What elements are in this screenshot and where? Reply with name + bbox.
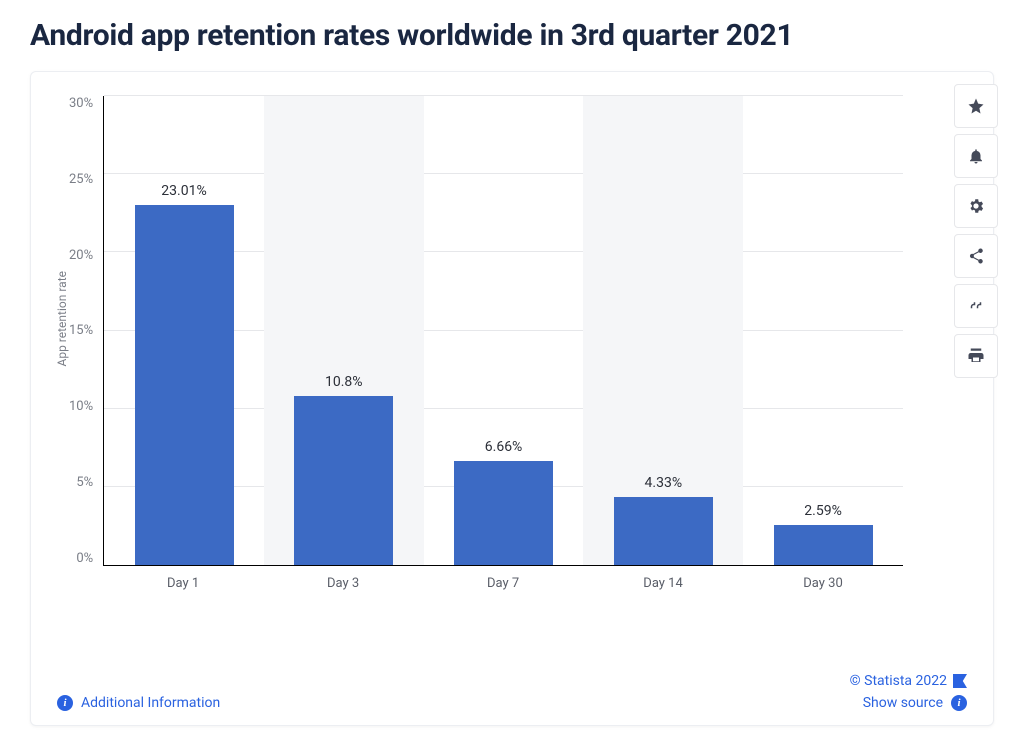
gear-icon (967, 197, 985, 215)
bar-slot: 2.59% (743, 96, 903, 565)
star-icon (967, 97, 985, 115)
y-tick-label: 5% (76, 475, 93, 490)
print-button[interactable] (954, 334, 998, 378)
additional-info-link[interactable]: i Additional Information (57, 695, 220, 711)
x-axis: Day 1Day 3Day 7Day 14Day 30 (103, 576, 903, 591)
chart-area: App retention rate 30% 25% 20% 15% 10% 5% 0% 2… (51, 96, 973, 601)
chart-footer: i Additional Information © Statista 2022… (57, 673, 967, 711)
share-button[interactable] (954, 234, 998, 278)
notify-button[interactable] (954, 134, 998, 178)
y-axis: 30% 25% 20% 15% 10% 5% 0% (69, 96, 103, 566)
x-tick-label: Day 14 (583, 576, 743, 591)
bar-value-label: 6.66% (485, 439, 523, 455)
additional-info-label: Additional Information (81, 695, 220, 711)
quote-icon (967, 297, 985, 315)
plot-area: 23.01%10.8%6.66%4.33%2.59% Day 1Day 3Day… (103, 96, 903, 601)
chart-toolbar (954, 84, 998, 378)
bar[interactable]: 10.8% (294, 396, 393, 565)
x-tick-label: Day 7 (423, 576, 583, 591)
share-icon (967, 247, 985, 265)
bell-icon (967, 147, 985, 165)
y-tick-label: 20% (69, 248, 93, 263)
x-tick-label: Day 30 (743, 576, 903, 591)
y-tick-label: 10% (69, 399, 93, 414)
print-icon (967, 347, 985, 365)
x-tick-label: Day 1 (103, 576, 263, 591)
info-icon: i (951, 695, 967, 711)
info-icon: i (57, 695, 73, 711)
bar-slot: 4.33% (583, 96, 743, 565)
chart-card: App retention rate 30% 25% 20% 15% 10% 5% 0% 2… (30, 71, 994, 726)
y-tick-label: 25% (69, 172, 93, 187)
bar-value-label: 4.33% (645, 475, 683, 491)
bar-value-label: 2.59% (804, 503, 842, 519)
show-source-link[interactable]: Show source i (850, 695, 967, 711)
bar-value-label: 10.8% (325, 374, 363, 390)
y-tick-label: 0% (76, 551, 93, 566)
y-tick-label: 30% (69, 96, 93, 111)
x-tick-label: Day 3 (263, 576, 423, 591)
page-title: Android app retention rates worldwide in… (30, 18, 994, 53)
bar[interactable]: 4.33% (614, 497, 713, 565)
flag-icon (953, 674, 967, 688)
bar[interactable]: 23.01% (135, 205, 234, 565)
bar-slot: 23.01% (104, 96, 264, 565)
cite-button[interactable] (954, 284, 998, 328)
bar-slot: 10.8% (264, 96, 424, 565)
bar-value-label: 23.01% (161, 183, 206, 199)
bar[interactable]: 6.66% (454, 461, 553, 565)
bar-slot: 6.66% (424, 96, 584, 565)
y-axis-label: App retention rate (51, 271, 69, 366)
bar[interactable]: 2.59% (774, 525, 873, 565)
copyright-text: © Statista 2022 (850, 673, 967, 689)
settings-button[interactable] (954, 184, 998, 228)
y-tick-label: 15% (69, 323, 93, 338)
favorite-button[interactable] (954, 84, 998, 128)
